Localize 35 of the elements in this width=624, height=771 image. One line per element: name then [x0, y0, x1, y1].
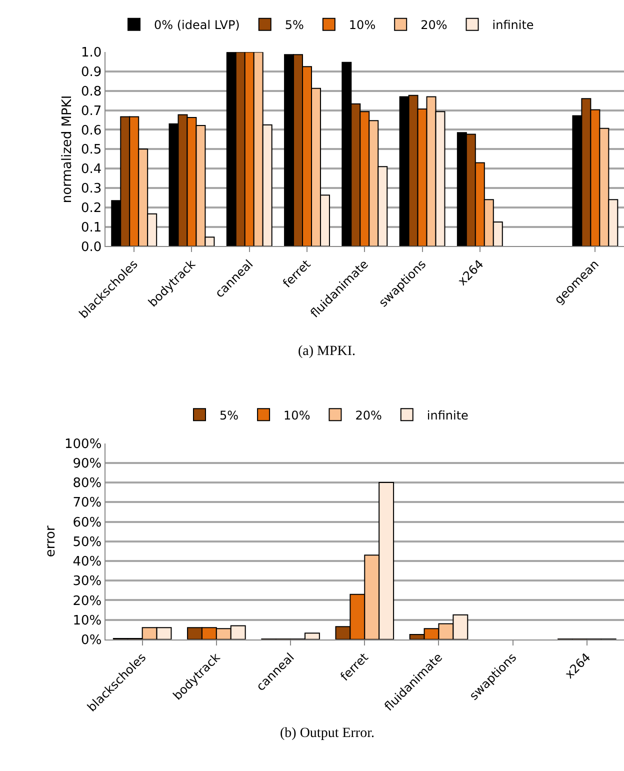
- y-tick-label: 0.0: [80, 240, 102, 255]
- legend-label: 20%: [420, 18, 448, 32]
- legend-label: 5%: [284, 18, 304, 32]
- legend-label: 10%: [348, 18, 376, 32]
- y-tick-label: 50%: [72, 534, 102, 550]
- y-tick-label: 10%: [72, 613, 102, 628]
- y-tick-label: 30%: [72, 574, 102, 590]
- y-tick-label: 100%: [64, 436, 102, 452]
- text: (a) MPKI.: [298, 344, 356, 359]
- y-tick-label: 0.5: [80, 142, 102, 158]
- legend-label: 0% (ideal LVP): [154, 18, 240, 32]
- y-tick-label: 60%: [72, 515, 102, 530]
- legend-label: 20%: [355, 408, 382, 422]
- y-tick-label: 80%: [72, 476, 102, 492]
- y-tick-label: 40%: [72, 554, 102, 570]
- legend-label: infinite: [426, 408, 468, 422]
- y-tick-label: 0.7: [80, 104, 102, 119]
- y-tick-label: 0.1: [80, 220, 102, 236]
- y-tick-label: 0.6: [80, 123, 102, 138]
- y-tick-label: 1.0: [80, 46, 102, 61]
- y-tick-label: 0.3: [80, 182, 102, 197]
- legend-label: 10%: [284, 408, 310, 422]
- y-tick-label: 0%: [81, 632, 102, 648]
- y-tick-label: 0.2: [80, 200, 102, 216]
- y-tick-label: 0.4: [80, 162, 102, 178]
- y-tick-label: 0.9: [80, 65, 102, 80]
- y-axis-title: error: [43, 524, 58, 558]
- text: (b) Output Error.: [280, 726, 374, 741]
- y-tick-label: 70%: [72, 496, 102, 511]
- legend-label: 5%: [220, 408, 239, 422]
- y-tick-label: 20%: [72, 594, 102, 609]
- y-tick-label: 0.8: [80, 84, 102, 100]
- legend-label: infinite: [492, 18, 534, 32]
- y-tick-label: 90%: [72, 456, 102, 472]
- y-axis-title: normalized MPKI: [60, 95, 75, 204]
